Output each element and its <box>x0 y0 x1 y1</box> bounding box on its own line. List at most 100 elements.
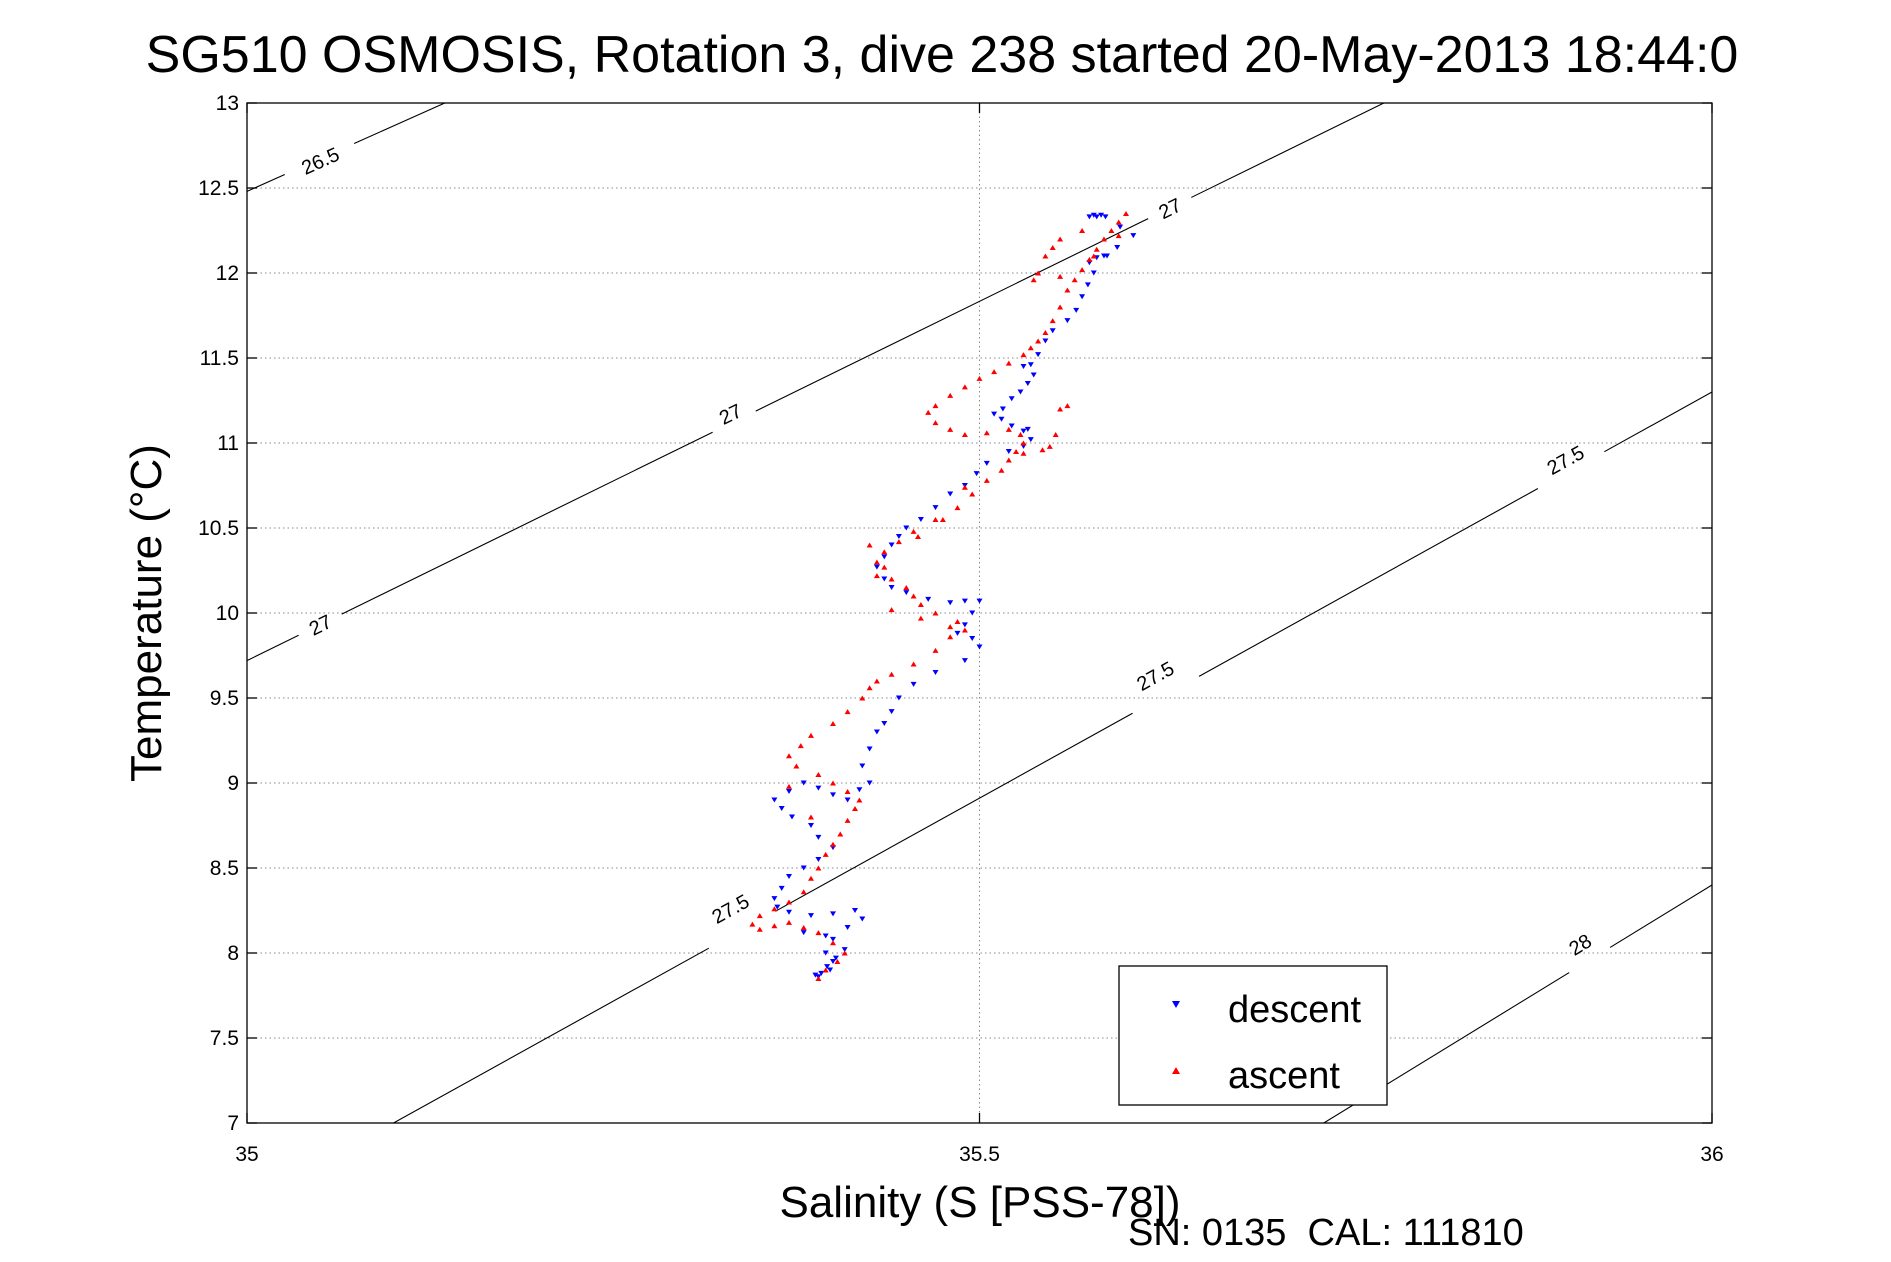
y-tick-label: 9.5 <box>210 687 239 710</box>
ascent-point <box>939 517 946 522</box>
ascent-point <box>881 549 888 555</box>
ascent-point <box>961 484 968 490</box>
data-points <box>749 211 1137 981</box>
y-tick-label: 12 <box>216 262 239 285</box>
ascent-point <box>947 624 954 630</box>
descent-point <box>881 554 888 560</box>
descent-point <box>895 695 902 701</box>
ascent-point <box>954 505 961 511</box>
descent-point <box>830 911 836 917</box>
density-contour-line <box>341 431 713 615</box>
density-contour-line <box>353 103 445 145</box>
descent-point <box>800 865 807 871</box>
y-tick-label: 7 <box>227 1112 239 1135</box>
ascent-point <box>1017 432 1024 437</box>
ascent-point <box>983 477 990 483</box>
descent-point <box>1049 328 1056 334</box>
descent-point <box>866 746 873 752</box>
descent-point <box>815 857 822 862</box>
descent-point <box>815 834 822 840</box>
ascent-point <box>808 875 814 881</box>
descent-point <box>812 972 819 978</box>
ascent-point <box>1013 449 1020 454</box>
x-tick-label: 36 <box>1700 1143 1723 1166</box>
ascent-point <box>808 814 814 820</box>
ascent-point <box>873 559 880 565</box>
y-tick-label: 10 <box>216 602 239 625</box>
ascent-point <box>815 976 822 981</box>
descent-point <box>830 959 836 964</box>
ascent-point <box>1057 304 1064 310</box>
descent-point <box>1017 389 1024 395</box>
descent-point <box>859 916 866 922</box>
descent-point <box>1024 381 1031 386</box>
ascent-point <box>976 375 983 381</box>
descent-point <box>786 789 792 794</box>
descent-point <box>818 970 825 976</box>
ascent-point <box>830 940 836 946</box>
ascent-point <box>1049 245 1056 250</box>
descent-point <box>1102 214 1109 220</box>
ascent-point <box>800 925 807 930</box>
descent-point <box>841 947 848 953</box>
ascent-point <box>808 732 814 738</box>
descent-point <box>999 406 1006 412</box>
ascent-point <box>830 780 836 786</box>
descent-point <box>969 610 976 616</box>
density-contour-line <box>1191 103 1385 198</box>
ascent-point <box>830 721 836 726</box>
y-tick-label: 8.5 <box>210 857 239 880</box>
ascent-point <box>932 610 939 616</box>
density-contour-line <box>247 634 299 662</box>
ascent-point <box>786 899 792 905</box>
ascent-point <box>888 576 895 582</box>
ascent-point <box>1064 287 1071 293</box>
ascent-point <box>998 467 1005 473</box>
descent-point <box>778 806 785 811</box>
descent-point <box>844 925 851 930</box>
descent-point <box>1035 352 1042 358</box>
ascent-point <box>1086 256 1093 262</box>
ascent-point <box>1030 277 1037 283</box>
ascent-point <box>852 806 858 811</box>
ascent-point <box>888 671 895 677</box>
ascent-point <box>830 841 836 847</box>
descent-point <box>973 471 980 477</box>
descent-point <box>856 787 863 793</box>
ascent-point <box>873 573 880 579</box>
ascent-point <box>866 685 873 691</box>
descent-point <box>1090 270 1097 276</box>
ascent-point <box>961 432 968 437</box>
ascent-point <box>815 865 822 871</box>
ascent-point <box>983 430 990 436</box>
ascent-point <box>910 593 917 599</box>
legend-ascent-label: ascent <box>1228 1055 1340 1097</box>
descent-point <box>1090 212 1097 218</box>
ascent-point <box>844 709 851 715</box>
ascent-point <box>815 930 822 936</box>
ascent-point <box>1079 228 1086 233</box>
ascent-point <box>1057 406 1064 412</box>
ascent-point <box>866 542 873 548</box>
ascent-point <box>947 634 954 640</box>
descent-point <box>917 517 924 522</box>
ascent-point <box>756 926 763 932</box>
ascent-point <box>925 409 932 415</box>
legend-box <box>1118 965 1388 1106</box>
ascent-point <box>961 627 968 633</box>
ascent-point <box>1020 352 1027 358</box>
descent-point <box>961 622 968 628</box>
ascent-point <box>917 602 924 607</box>
ascent-point <box>1035 270 1042 276</box>
descent-point <box>771 896 778 902</box>
density-contour-line <box>755 218 1149 412</box>
descent-point <box>947 600 954 606</box>
ascent-point <box>917 615 924 621</box>
descent-point <box>888 585 895 590</box>
descent-point <box>1020 428 1027 434</box>
ascent-point <box>1064 403 1071 409</box>
ascent-point <box>1123 211 1129 216</box>
ascent-point <box>895 539 902 545</box>
descent-point <box>1042 338 1049 344</box>
ascent-point <box>837 831 844 837</box>
